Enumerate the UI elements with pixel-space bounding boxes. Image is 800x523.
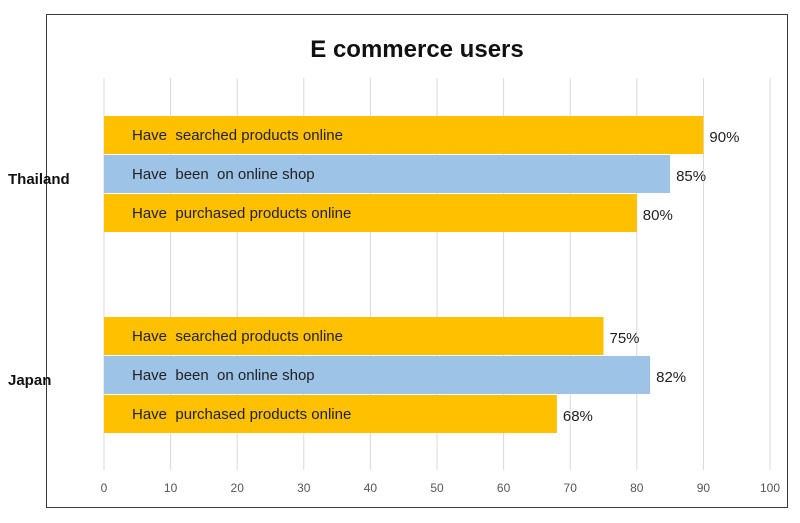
bar — [104, 356, 651, 394]
value-label: 80% — [643, 207, 673, 224]
x-tick-label: 0 — [101, 481, 108, 495]
value-label: 85% — [676, 168, 706, 185]
bar-label: Have purchased products online — [132, 406, 351, 423]
x-tick-label: 60 — [497, 481, 511, 495]
bar-label: Have searched products online — [132, 127, 343, 144]
bar — [104, 317, 604, 355]
bar-label: Have been on online shop — [132, 166, 315, 183]
group-label: Japan — [8, 372, 51, 389]
bar — [104, 194, 637, 232]
x-tick-label: 100 — [760, 481, 780, 495]
bar-label: Have purchased products online — [132, 205, 351, 222]
x-tick-label: 70 — [564, 481, 578, 495]
x-tick-label: 10 — [164, 481, 178, 495]
value-label: 68% — [563, 408, 593, 425]
x-tick-label: 90 — [697, 481, 711, 495]
group-label: Thailand — [8, 171, 70, 188]
x-tick-label: 50 — [430, 481, 444, 495]
value-label: 82% — [656, 369, 686, 386]
bar-label: Have searched products online — [132, 328, 343, 345]
bar — [104, 116, 704, 154]
bar-label: Have been on online shop — [132, 367, 315, 384]
bar — [104, 155, 671, 193]
x-tick-label: 80 — [630, 481, 644, 495]
x-tick-label: 40 — [364, 481, 378, 495]
bar — [104, 395, 557, 433]
value-label: 75% — [610, 330, 640, 347]
value-label: 90% — [709, 129, 739, 146]
chart-title: E commerce users — [310, 36, 524, 63]
x-tick-label: 30 — [297, 481, 311, 495]
x-tick-label: 20 — [231, 481, 245, 495]
